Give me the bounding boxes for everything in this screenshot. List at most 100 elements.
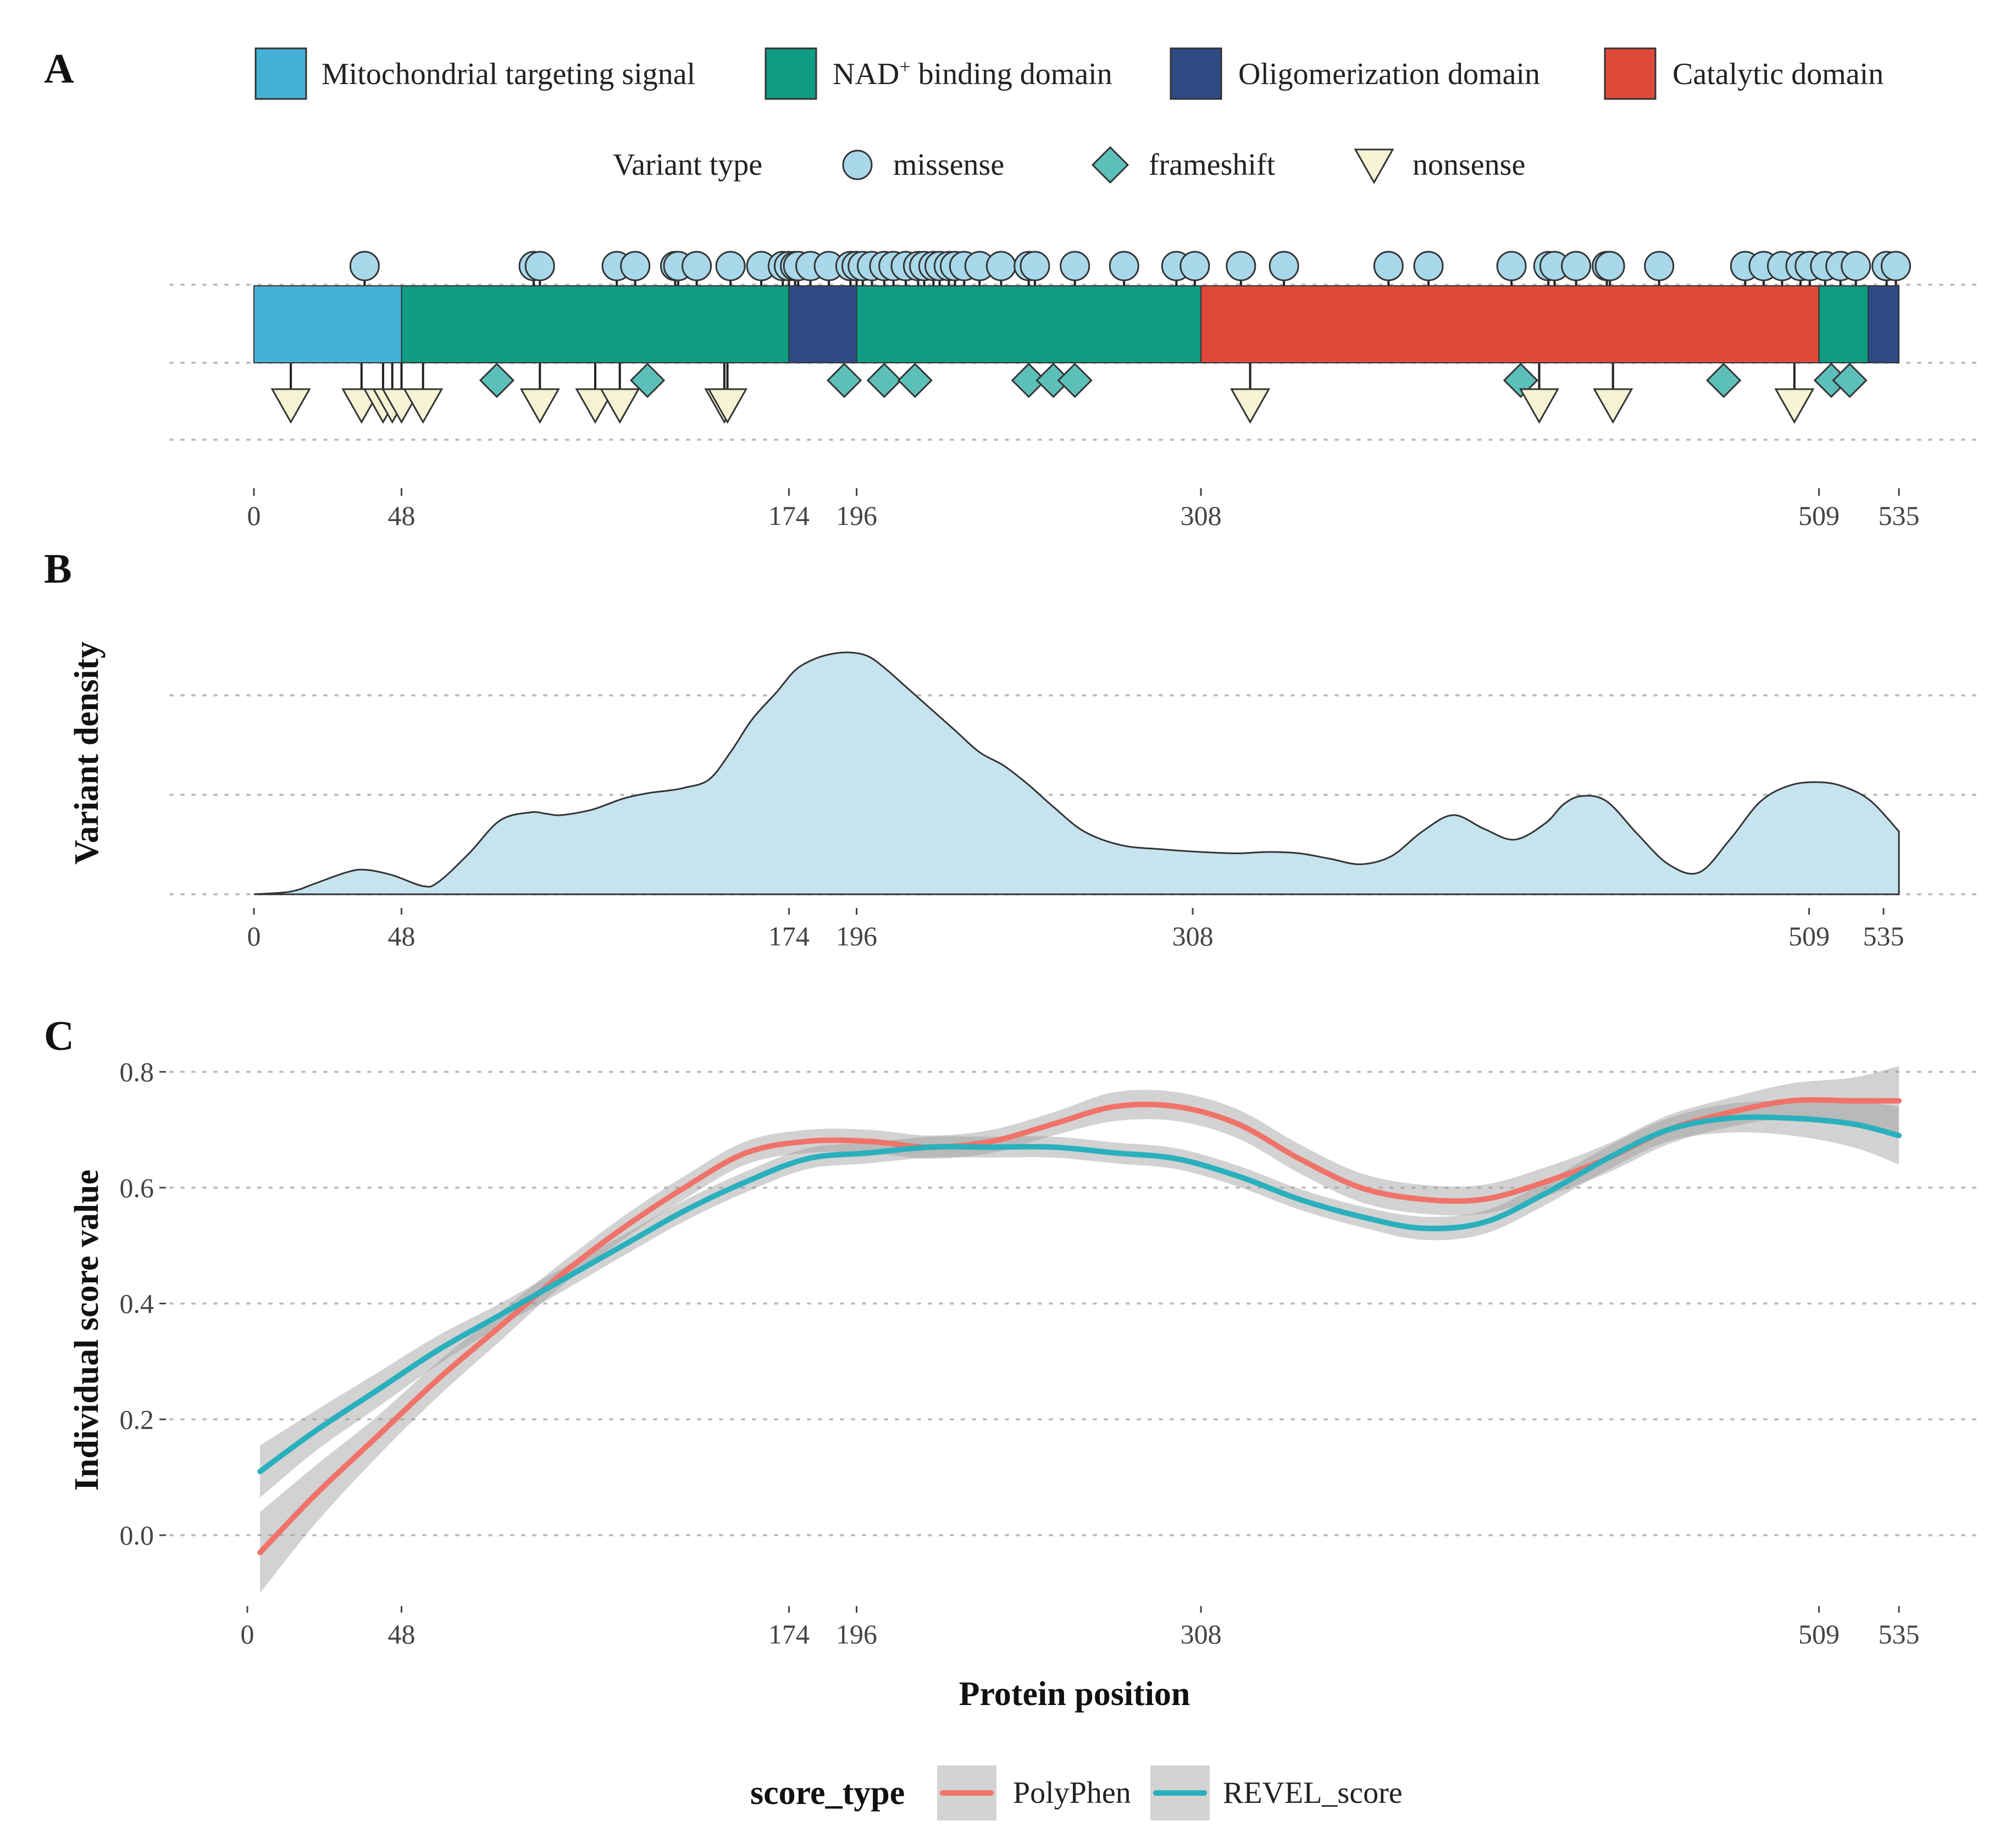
x-tick-label: 509 [1798, 500, 1840, 531]
frameshift-marker [1011, 362, 1046, 398]
x-tick-label: 196 [836, 921, 877, 951]
revel-ci-band [260, 1100, 1899, 1498]
confidence-bands [260, 1066, 1899, 1593]
score-legend-label: REVEL_score [1223, 1776, 1403, 1810]
domain-legend-swatch [1170, 47, 1222, 100]
domain-legend-swatch [1604, 47, 1657, 100]
missense-marker [1109, 251, 1139, 281]
missense-marker [524, 251, 555, 281]
domain-legend-label: Mitochondrial targeting signal [322, 57, 695, 91]
panel-c-y-axis: 0.0 0.2 0.4 0.6 0.8 [120, 1056, 166, 1551]
domain-block [856, 285, 1202, 363]
x-tick-label: 535 [1879, 500, 1920, 531]
x-tick-label: 0 [241, 1619, 254, 1650]
nonsense-marker [1774, 388, 1815, 424]
panel-c: 0.0 0.2 0.4 0.6 0.8 0 48 174 196 308 509 535 Prote… [68, 1056, 1980, 1820]
missense-marker [1020, 251, 1050, 281]
domain-block [1200, 285, 1820, 363]
frameshift-marker [897, 362, 933, 398]
frameshift-legend-icon [1091, 146, 1129, 184]
missense-marker [1413, 251, 1444, 281]
domain-legend-label: Oligomerization domain [1238, 57, 1540, 91]
frameshift-marker [1057, 362, 1093, 398]
score-legend-label: PolyPhen [1013, 1776, 1131, 1810]
domain-legend-label-text: Catalytic domain [1672, 57, 1884, 91]
x-tick-label: 174 [768, 921, 810, 951]
nonsense-legend-icon [1354, 148, 1394, 185]
density-area [253, 651, 1900, 895]
y-tick-label: 0.2 [120, 1404, 154, 1435]
domain-legend-swatch [254, 47, 307, 100]
panel-letter-a: A [44, 46, 74, 92]
domain-legend-swatch [765, 47, 817, 100]
missense-marker [620, 251, 651, 281]
panel-b-x-axis: 0 48 174 196 308 509 535 [247, 908, 1904, 951]
nonsense-marker [270, 388, 311, 424]
domain-legend-label: Catalytic domain [1672, 57, 1884, 91]
missense-marker [715, 251, 746, 281]
nonsense-marker [403, 388, 444, 424]
missense-marker [1880, 251, 1911, 281]
domain-legend-label-text: NAD [833, 57, 899, 91]
variant-legend: Variant type missense frameshift nonsense [613, 146, 1525, 185]
frameshift-marker [1705, 362, 1742, 398]
x-tick-label: 308 [1172, 921, 1214, 951]
missense-marker [1644, 251, 1675, 281]
domain-legend: Mitochondrial targeting signal NAD+ bindi… [254, 47, 1884, 100]
x-tick-label: 308 [1181, 1619, 1222, 1650]
missense-marker [1594, 251, 1625, 281]
x-tick-label: 0 [247, 921, 261, 951]
missense-marker [1269, 251, 1299, 281]
panel-c-y-title: Individual score value [68, 1170, 106, 1491]
panel-a: Mitochondrial targeting signal NAD+ bindi… [169, 47, 1980, 531]
x-tick-label: 535 [1879, 1619, 1920, 1650]
domain-block [253, 285, 402, 363]
x-tick-label: 509 [1788, 921, 1830, 951]
variant-markers [270, 251, 1911, 424]
domain-legend-label-text: Oligomerization domain [1238, 57, 1540, 91]
frameshift-marker [1832, 362, 1868, 398]
panel-letter-b: B [44, 546, 72, 592]
variant-legend-label: nonsense [1413, 148, 1525, 182]
revel-line [257, 1114, 1902, 1475]
domain-legend-label-rest: binding domain [911, 57, 1112, 91]
nonsense-marker [519, 388, 560, 424]
x-tick-label: 196 [836, 500, 877, 531]
x-tick-label: 48 [388, 921, 416, 951]
panel-letter-c: C [44, 1013, 74, 1059]
x-tick-label: 174 [768, 500, 810, 531]
missense-marker [1179, 251, 1210, 281]
domain-block [401, 285, 790, 363]
missense-marker [349, 251, 380, 281]
nonsense-marker [1519, 388, 1560, 424]
frameshift-marker [479, 362, 515, 398]
x-tick-label: 0 [247, 500, 261, 531]
nonsense-marker [707, 388, 748, 424]
panel-b-y-title: Variant density [68, 641, 106, 865]
panel-b: 0 48 174 196 308 509 535 Variant density [68, 641, 1980, 951]
score-lines [257, 1097, 1902, 1556]
domain-legend-label-text: Mitochondrial targeting signal [322, 57, 695, 91]
protein-domains [253, 285, 1900, 363]
panel-a-x-axis: 0 48 174 196 308 509 535 [247, 488, 1920, 531]
missense-marker [682, 251, 712, 281]
domain-legend-label: NAD+ binding domain [833, 56, 1112, 91]
variant-legend-label: missense [893, 148, 1004, 182]
x-tick-label: 308 [1181, 500, 1222, 531]
frameshift-marker [866, 362, 902, 398]
variant-legend-label: frameshift [1149, 148, 1276, 182]
score-type-legend-title: score_type [750, 1774, 905, 1812]
nonsense-marker [575, 388, 616, 424]
x-tick-label: 535 [1863, 921, 1904, 951]
x-tick-label: 509 [1798, 1619, 1840, 1650]
y-tick-label: 0.8 [120, 1056, 154, 1087]
nonsense-marker [1230, 388, 1271, 424]
missense-marker [1841, 251, 1871, 281]
missense-marker [1496, 251, 1527, 281]
panel-c-x-title: Protein position [959, 1675, 1190, 1713]
y-tick-label: 0.0 [120, 1520, 154, 1551]
domain-block [788, 285, 857, 363]
panel-c-x-axis: 0 48 174 196 308 509 535 [241, 1606, 1920, 1650]
x-tick-label: 174 [768, 1619, 810, 1650]
